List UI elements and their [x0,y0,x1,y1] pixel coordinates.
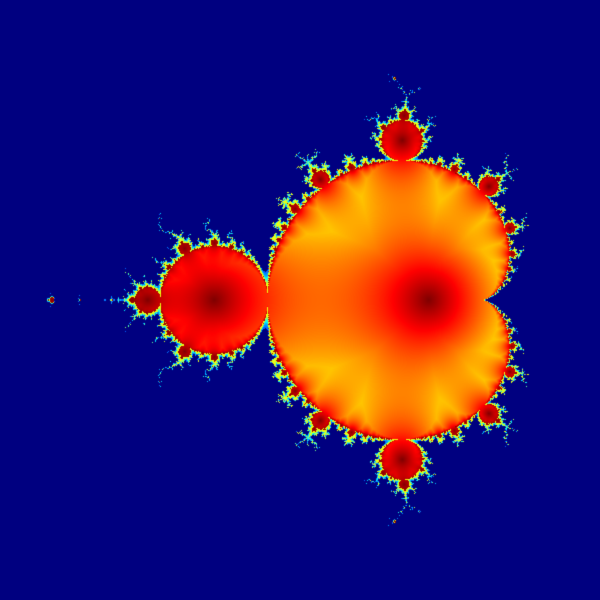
mandelbrot-image [0,0,600,600]
